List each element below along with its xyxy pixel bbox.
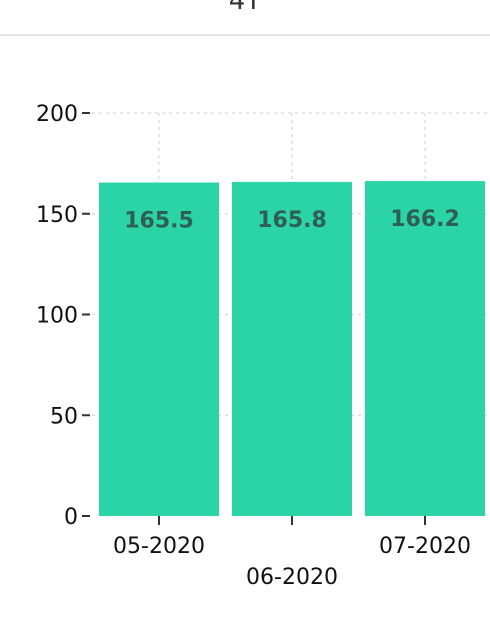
x-tick-label: 05-2020 [113, 534, 205, 559]
axes: 0 50 100 150 200 05-2020 06-2020 07-2020 [36, 102, 471, 590]
bar-value-label: 165.8 [257, 208, 327, 233]
y-tick-label: 50 [50, 404, 78, 429]
period-header: 4Y [0, 0, 490, 36]
x-tick-label: 06-2020 [246, 565, 338, 590]
labels: 165.5 165.8 166.2 [124, 207, 460, 233]
y-tick-label: 0 [64, 505, 78, 530]
y-tick-label: 150 [36, 203, 78, 228]
bar[interactable] [99, 182, 219, 516]
bar[interactable] [232, 181, 352, 516]
x-tick-label: 07-2020 [379, 534, 471, 559]
bar[interactable] [365, 181, 485, 516]
bar-value-label: 165.5 [124, 209, 194, 234]
period-label[interactable]: 4Y [228, 0, 262, 16]
bars [99, 181, 485, 516]
y-tick-label: 100 [36, 304, 78, 329]
y-tick-label: 200 [36, 102, 78, 127]
bar-value-label: 166.2 [390, 207, 460, 232]
